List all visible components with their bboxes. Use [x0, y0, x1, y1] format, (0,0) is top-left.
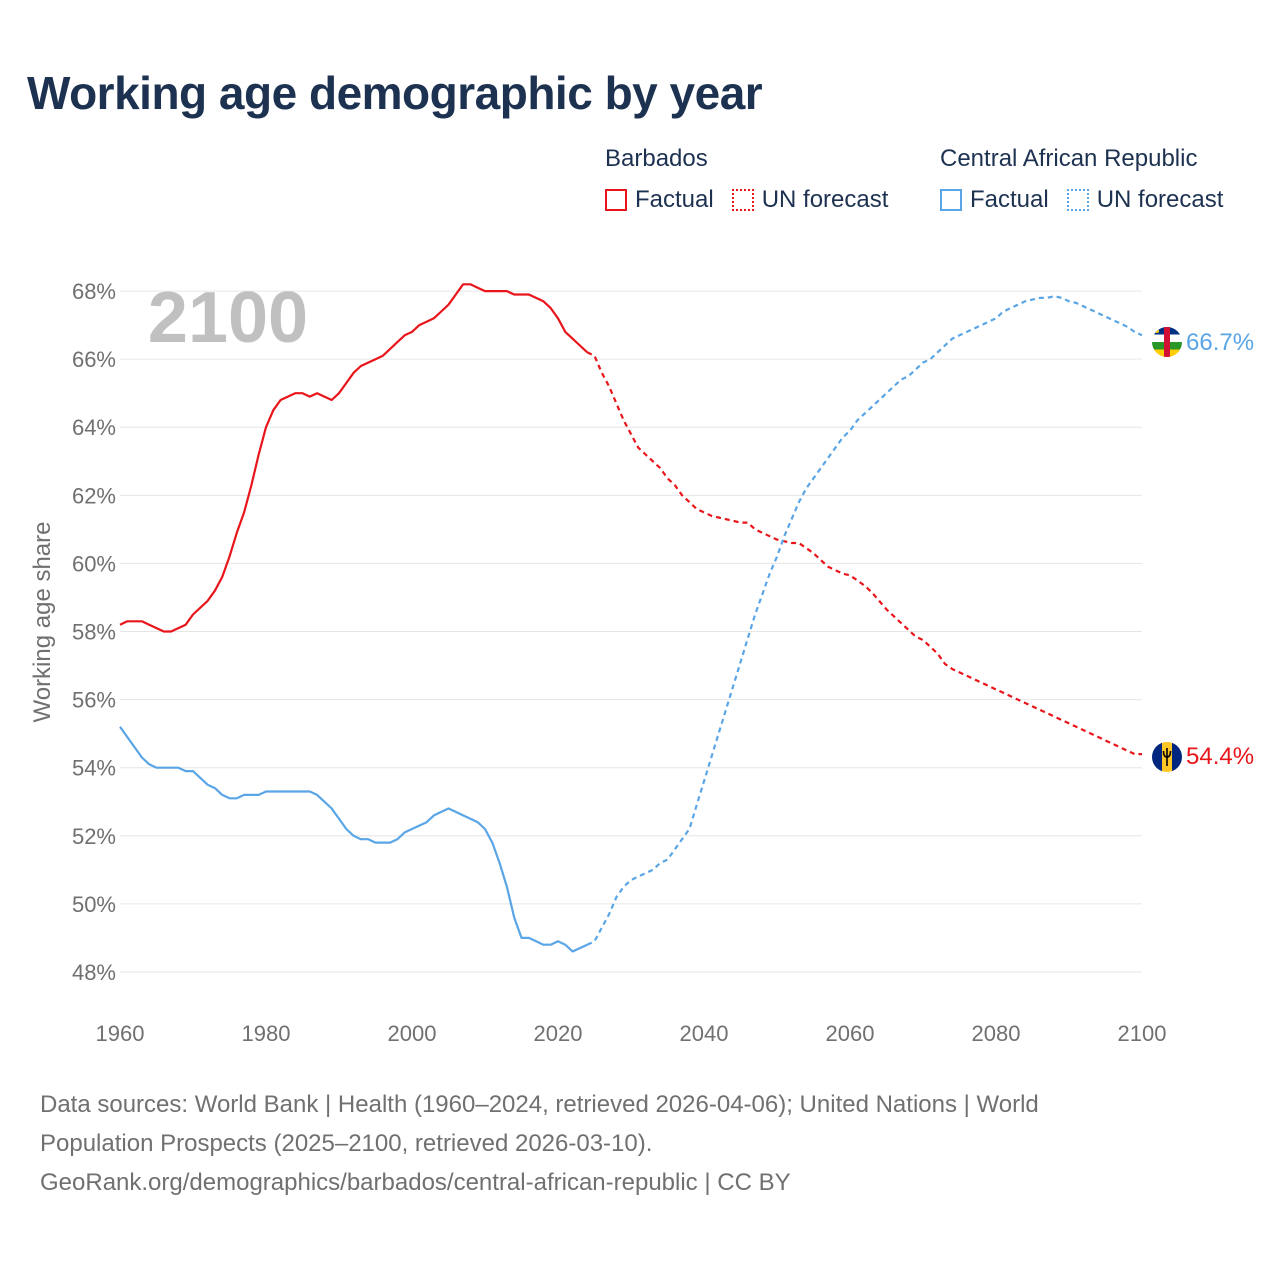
footer-attribution[interactable]: GeoRank.org/demographics/barbados/centra…: [40, 1169, 791, 1196]
series-line-barbados-factual[interactable]: [119, 283, 588, 633]
legend-country-barbados: Barbados: [605, 145, 708, 172]
x-axis: 1960 1980 2000 2020 2040 2060 2080 2100: [96, 1021, 1167, 1046]
x-tick-label: 2000: [388, 1021, 437, 1046]
y-tick-label: 48%: [72, 960, 116, 985]
flag-central-african-republic-icon: [1152, 327, 1182, 357]
y-tick-label: 62%: [72, 483, 116, 508]
line-chart: 2100 48% 50% 52% 54% 56% 58% 60% 62% 64% 66% 68% 1…: [29, 278, 1254, 1046]
y-axis: 48% 50% 52% 54% 56% 58% 60% 62% 64% 66% 68%: [72, 279, 116, 985]
series-line-central-african-republic-factual[interactable]: [119, 726, 588, 953]
chart-title: Working age demographic by year: [27, 67, 763, 119]
x-tick-label: 2040: [680, 1021, 729, 1046]
legend-label-car-factual: Factual: [970, 186, 1049, 213]
legend-group-central-african-republic: Central African Republic Factual UN fore…: [940, 143, 1223, 214]
flag-barbados-icon: [1152, 742, 1182, 772]
legend-item-barbados-forecast[interactable]: UN forecast: [731, 186, 889, 214]
x-tick-label: 1960: [96, 1021, 145, 1046]
grid: [120, 290, 1142, 973]
x-tick-label: 2020: [534, 1021, 583, 1046]
end-label-barbados: 54.4%: [1186, 743, 1254, 770]
y-tick-label: 50%: [72, 892, 116, 917]
y-tick-label: 68%: [72, 279, 116, 304]
legend-label-barbados-forecast: UN forecast: [761, 186, 889, 213]
y-tick-label: 54%: [72, 756, 116, 781]
x-tick-label: 2080: [972, 1021, 1021, 1046]
y-tick-label: 60%: [72, 551, 116, 576]
legend-label-barbados-factual: Factual: [635, 186, 714, 213]
footer-sources-line-2: Population Prospects (2025–2100, retriev…: [40, 1130, 653, 1157]
legend-label-car-forecast: UN forecast: [1096, 186, 1224, 213]
legend-swatch-barbados-factual: [605, 189, 627, 211]
legend-swatch-barbados-forecast: [731, 189, 754, 211]
y-tick-label: 58%: [72, 620, 116, 645]
legend-group-barbados: Barbados Factual UN forecast: [605, 143, 888, 214]
legend-country-central-african-republic: Central African Republic: [940, 145, 1198, 172]
footer: Data sources: World Bank | Health (1960–…: [40, 1085, 1240, 1202]
legend-swatch-car-factual: [940, 189, 962, 211]
legend-item-barbados-factual[interactable]: Factual: [605, 186, 714, 214]
y-axis-label: Working age share: [29, 522, 56, 723]
footer-sources-line-1: Data sources: World Bank | Health (1960–…: [40, 1091, 1039, 1118]
legend-swatch-car-forecast: [1066, 189, 1089, 211]
series-line-central-african-republic-forecast[interactable]: [586, 295, 1143, 946]
y-tick-label: 56%: [72, 688, 116, 713]
y-tick-label: 52%: [72, 824, 116, 849]
year-watermark: 2100: [148, 278, 308, 358]
series-lines: [119, 283, 1143, 953]
legend-item-car-forecast[interactable]: UN forecast: [1066, 186, 1224, 214]
x-tick-label: 2100: [1118, 1021, 1167, 1046]
y-tick-label: 66%: [72, 347, 116, 372]
legend-item-car-factual[interactable]: Factual: [940, 186, 1049, 214]
x-tick-label: 1980: [242, 1021, 291, 1046]
y-tick-label: 64%: [72, 415, 116, 440]
end-label-central-african-republic: 66.7%: [1186, 329, 1254, 356]
series-line-barbados-forecast[interactable]: [586, 351, 1142, 756]
x-tick-label: 2060: [826, 1021, 875, 1046]
